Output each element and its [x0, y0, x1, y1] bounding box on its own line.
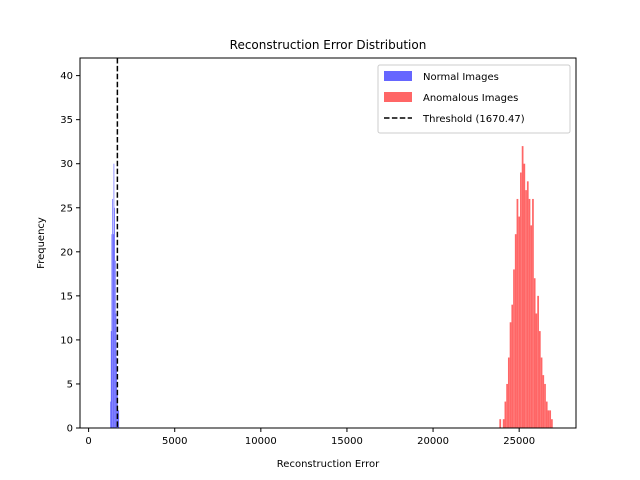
y-tick-label: 20 [60, 247, 73, 258]
histogram-bar-anomalous [532, 198, 534, 428]
legend: Normal Images Anomalous Images Threshold… [377, 64, 571, 134]
histogram-bar-anomalous [513, 269, 515, 428]
histogram-bar-normal [114, 260, 116, 428]
y-axis-label: Frequency [36, 217, 47, 269]
histogram-bar-anomalous [540, 357, 543, 428]
histogram-bar-anomalous [506, 383, 508, 428]
legend-label-normal: Normal Images [423, 72, 499, 83]
y-tick-label: 40 [60, 71, 73, 82]
legend-label-anomalous: Anomalous Images [423, 93, 518, 104]
y-tick-label: 35 [60, 115, 73, 126]
y-axis: 0 5 10 15 20 25 30 35 40 [60, 71, 80, 435]
histogram-bar-anomalous [504, 401, 507, 428]
chart-title: Reconstruction Error Distribution [230, 38, 427, 52]
y-tick-label: 25 [60, 203, 73, 214]
histogram-bar-anomalous [547, 410, 550, 428]
y-tick-label: 0 [67, 424, 73, 435]
y-tick-label: 15 [60, 291, 73, 302]
histogram-bar-anomalous [520, 172, 522, 428]
histogram-bar-anomalous [542, 375, 545, 428]
histogram-bar-anomalous [549, 410, 552, 428]
histogram-bar-anomalous [530, 225, 533, 428]
histogram-bar-normal [111, 234, 113, 428]
histogram-bar-anomalous [537, 295, 539, 428]
histogram-bar-anomalous [538, 331, 541, 428]
histogram-bar-normal [112, 234, 114, 428]
histogram-bar-anomalous [516, 198, 519, 428]
x-tick-label: 5000 [162, 436, 187, 447]
histogram-bar-anomalous [518, 216, 521, 428]
histogram-bar-normal [117, 410, 119, 428]
histogram-bar-anomalous [535, 313, 538, 428]
histogram-bar-normal [110, 401, 111, 428]
y-tick-label: 30 [60, 159, 73, 170]
x-axis-label: Reconstruction Error [277, 459, 380, 470]
histogram-bar-normal [112, 198, 113, 428]
histogram-bars [110, 146, 553, 428]
legend-swatch-normal [384, 71, 412, 81]
histogram-bar-anomalous [523, 163, 526, 428]
histogram-bar-normal [118, 410, 120, 428]
histogram-bar-normal [115, 313, 117, 428]
histogram-bar-anomalous [528, 198, 531, 428]
histogram-bar-normal [110, 331, 112, 428]
histogram-bar-normal [114, 207, 115, 428]
histogram-bar-anomalous [509, 322, 512, 428]
y-tick-label: 5 [67, 379, 73, 390]
legend-label-threshold: Threshold (1670.47) [422, 114, 525, 125]
histogram-bar-anomalous [551, 419, 553, 428]
x-tick-label: 10000 [245, 436, 277, 447]
histogram-bar-anomalous [507, 357, 510, 428]
histogram-bar-anomalous [502, 419, 505, 428]
x-tick-label: 25000 [503, 436, 535, 447]
plot-area-frame [79, 57, 577, 429]
histogram-bar-anomalous [511, 304, 514, 428]
histogram-bar-anomalous [525, 190, 527, 428]
histogram-bar-normal [113, 163, 115, 428]
histogram-bar-anomalous [521, 146, 524, 428]
legend-box [377, 64, 571, 134]
histogram-bar-anomalous [514, 234, 517, 428]
x-tick-label: 15000 [331, 436, 363, 447]
legend-swatch-anomalous [384, 92, 412, 102]
y-tick-label: 10 [60, 335, 73, 346]
x-axis: 0 5000 10000 15000 20000 25000 [85, 428, 535, 447]
histogram-bar-anomalous [544, 383, 546, 428]
histogram-bar-anomalous [545, 401, 548, 428]
histogram-bar-anomalous [533, 278, 536, 428]
x-tick-label: 0 [85, 436, 91, 447]
x-tick-label: 20000 [417, 436, 449, 447]
histogram-bar-anomalous [526, 181, 529, 428]
histogram-bar-anomalous [499, 419, 502, 428]
